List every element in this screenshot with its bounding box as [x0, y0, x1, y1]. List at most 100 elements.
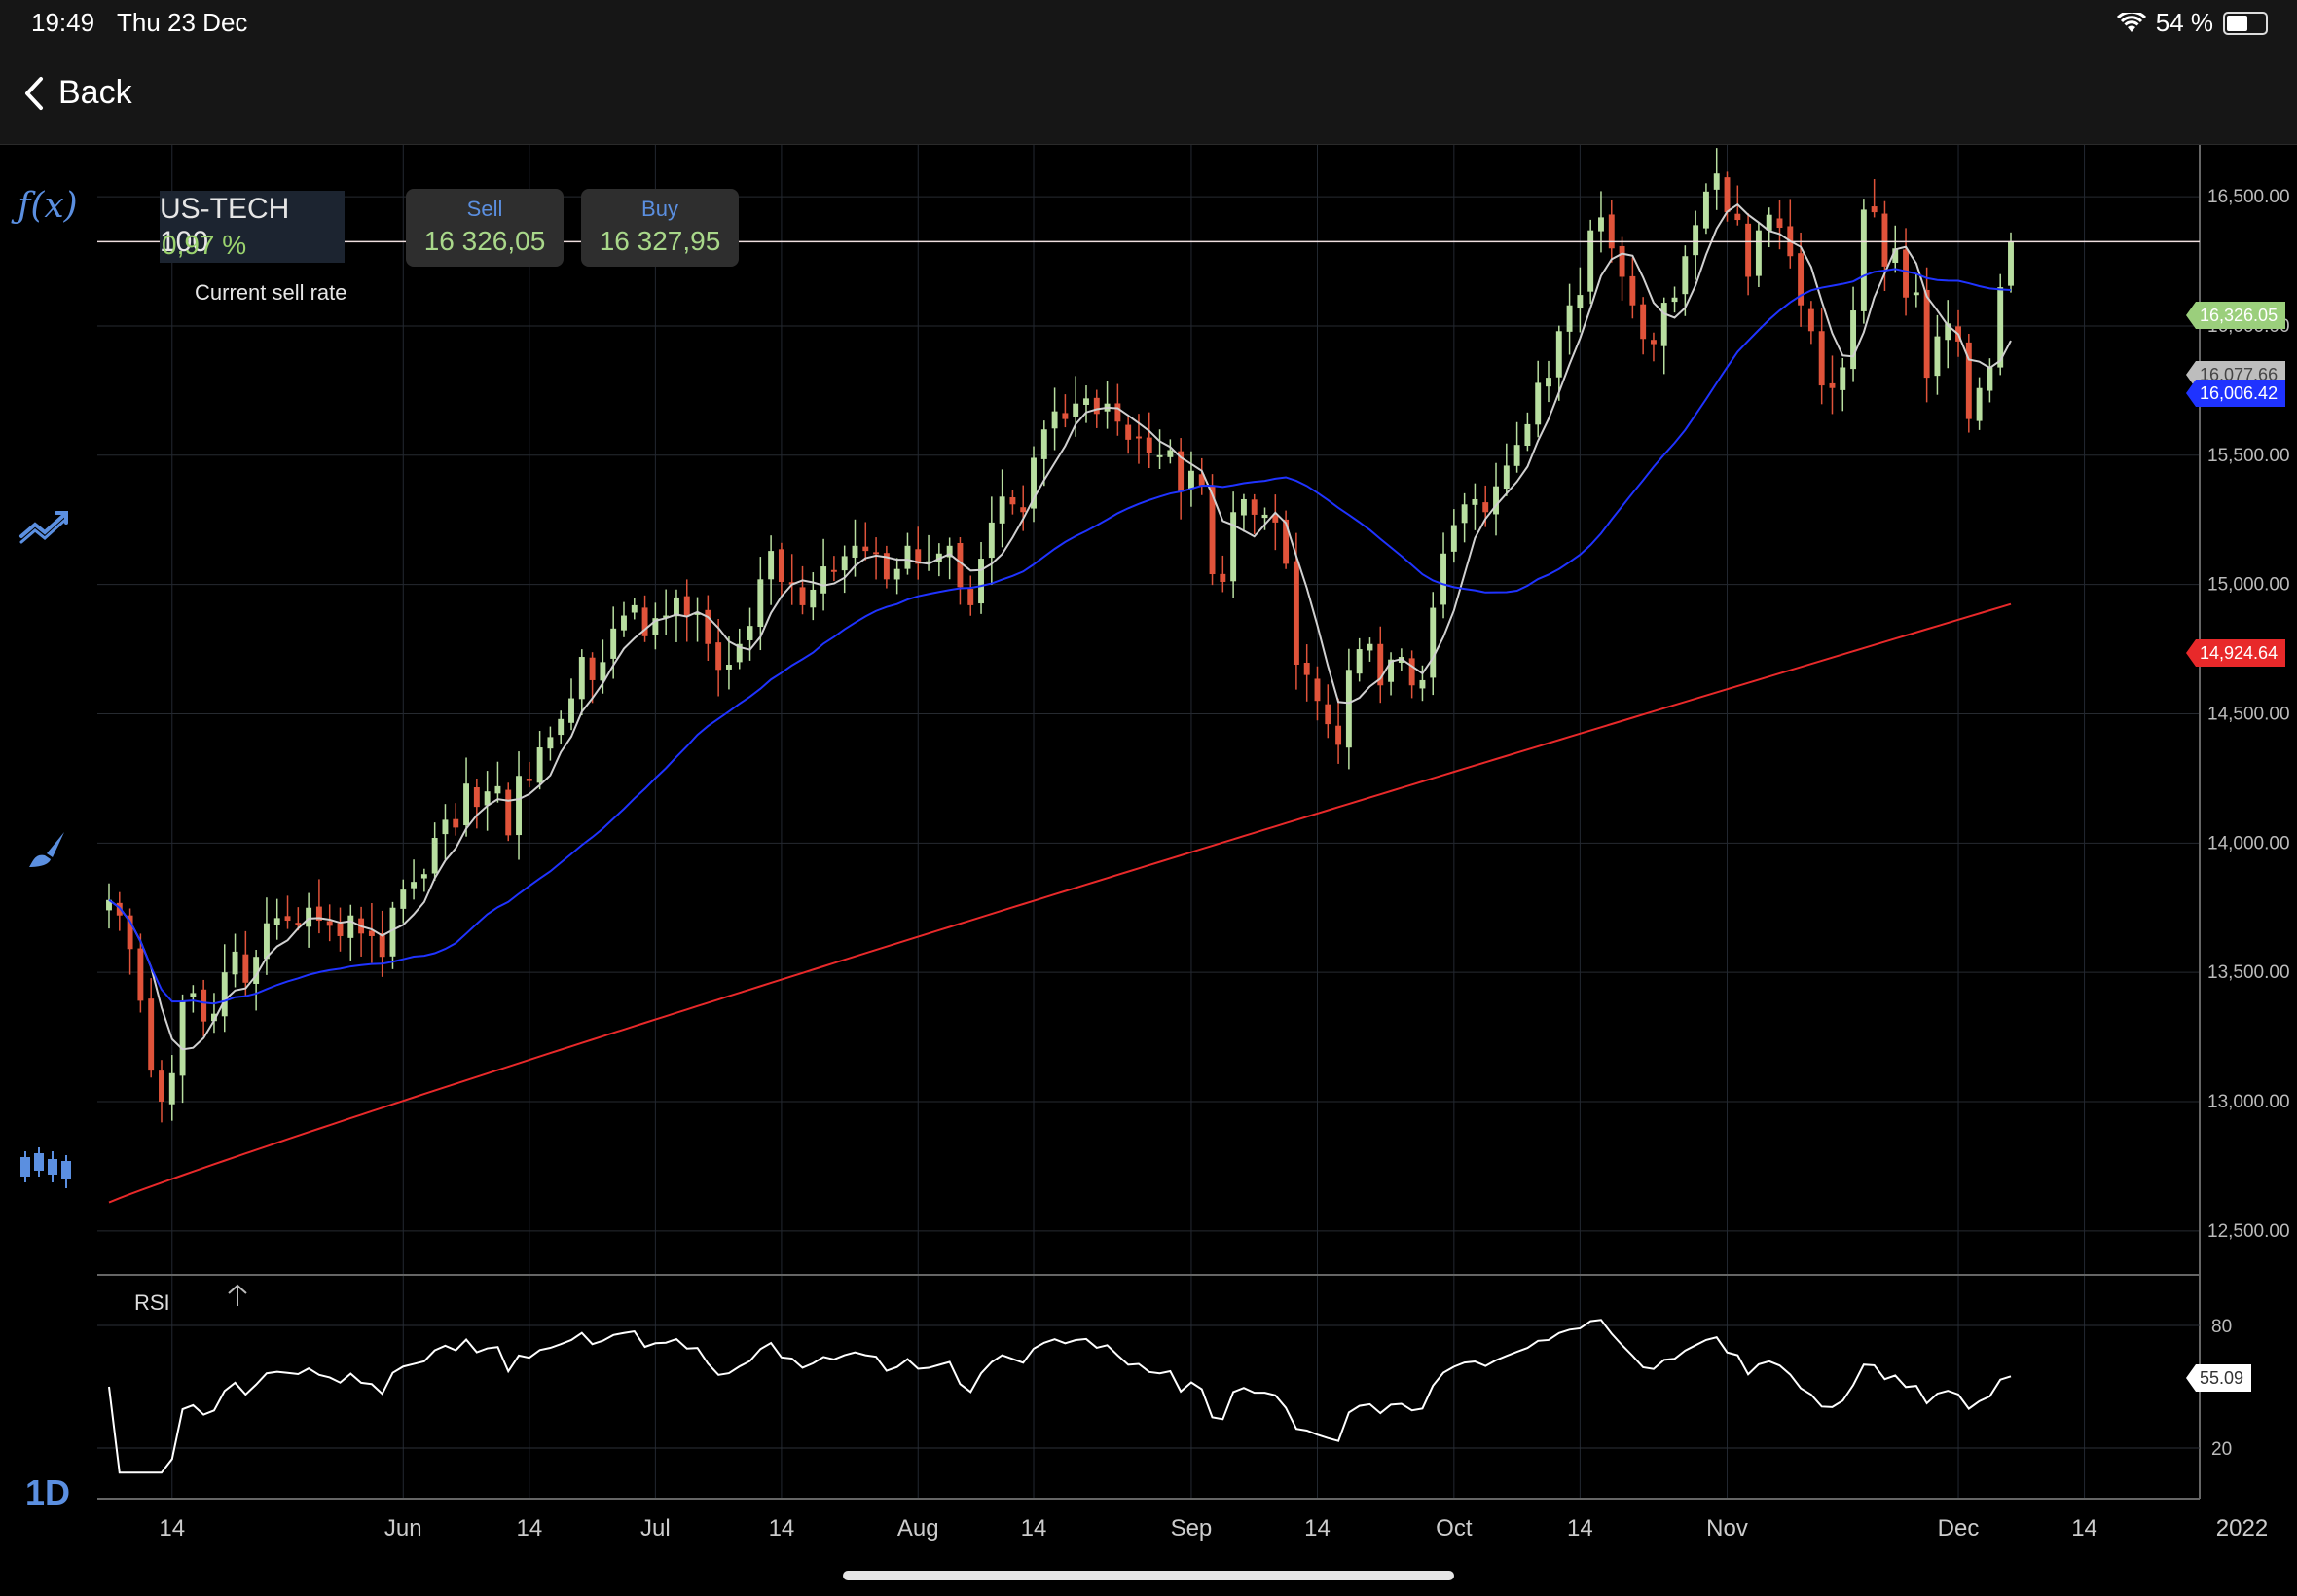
candle-body	[1776, 218, 1783, 229]
wifi-icon	[2116, 12, 2146, 32]
price-chart[interactable]: 16,500.0016,000.0015,500.0015,000.0014,5…	[0, 145, 2297, 1596]
timeframe-selector[interactable]: 1D	[25, 1472, 71, 1512]
indicators-trend-icon[interactable]	[18, 507, 72, 546]
candlestick-chart-type-icon[interactable]	[18, 1143, 72, 1196]
candle-body	[516, 776, 522, 836]
candle-body	[1650, 340, 1657, 345]
sell-button[interactable]: Sell 16 326,05	[406, 189, 564, 267]
candle-body	[1513, 445, 1520, 466]
x-tick-label: Aug	[897, 1515, 939, 1542]
candle-body	[1408, 658, 1415, 686]
buy-button[interactable]: Buy 16 327,95	[581, 189, 739, 267]
candle-body	[1671, 297, 1678, 303]
candle-body	[600, 662, 606, 681]
candle-body	[1923, 289, 1930, 379]
candle-body	[1335, 725, 1342, 745]
candle-body	[1419, 679, 1426, 689]
arrow-up-icon[interactable]	[226, 1283, 249, 1315]
candle-body	[578, 657, 585, 700]
candle-body	[273, 918, 280, 925]
candle-body	[558, 718, 565, 736]
candle-body	[1093, 397, 1100, 415]
candle-body	[1240, 498, 1247, 516]
function-icon[interactable]: ƒ(x)	[18, 186, 78, 226]
candle-body	[1367, 643, 1373, 651]
candle-body	[999, 496, 1005, 524]
candle-body	[484, 791, 491, 806]
candle-body	[1187, 470, 1194, 490]
candle-body	[736, 643, 743, 663]
ma-mid-tag: 16,006.42	[2186, 380, 2286, 407]
back-button[interactable]: Back	[23, 74, 132, 112]
candle-body	[253, 957, 260, 984]
x-tick-label: Oct	[1436, 1515, 1473, 1542]
x-tick-label: 14	[1021, 1515, 1047, 1542]
y-tick-label: 15,000.00	[2207, 575, 2290, 596]
instrument-name: US-TECH 100	[160, 193, 290, 258]
candle-body	[652, 618, 659, 635]
y-tick-label: 14,500.00	[2207, 704, 2290, 724]
candle-body	[547, 737, 554, 749]
instrument-change: 0,97 %	[162, 230, 247, 260]
candle-body	[494, 785, 501, 794]
x-tick-label: 14	[769, 1515, 795, 1542]
candle-body	[536, 747, 543, 783]
y-tick-label: 14,000.00	[2207, 833, 2290, 853]
candle-body	[1524, 423, 1531, 446]
candle-body	[1178, 451, 1185, 492]
status-time: 19:49	[31, 8, 95, 37]
candle-body	[1598, 217, 1604, 232]
candle-body	[1220, 573, 1226, 582]
candle-body	[1546, 378, 1551, 387]
candle-body	[1020, 507, 1027, 513]
candle-body	[1850, 310, 1857, 370]
rsi-line	[108, 1319, 2012, 1474]
candle-body	[799, 587, 806, 605]
candle-body	[1345, 670, 1352, 748]
drawing-brush-icon[interactable]	[25, 828, 70, 873]
candle-body	[1892, 248, 1899, 264]
candle-body	[1987, 367, 1993, 391]
candle-body	[1913, 292, 1919, 296]
rsi-level-label: 20	[2211, 1439, 2232, 1460]
candle-body	[127, 915, 133, 950]
candle-body	[621, 615, 627, 631]
candle-body	[1555, 331, 1562, 378]
ma-mid-line	[108, 268, 2012, 1005]
candle-body	[1450, 525, 1457, 552]
nav-bar: Back	[0, 47, 2297, 145]
candle-body	[1608, 214, 1615, 249]
candle-body	[883, 553, 890, 580]
price-plot-area	[97, 145, 2200, 1275]
candle-body	[326, 921, 333, 926]
x-tick-label: Jun	[384, 1515, 422, 1542]
candle-body	[830, 569, 837, 572]
candle-body	[1040, 429, 1047, 459]
candle-body	[1702, 191, 1709, 229]
candle-body	[1136, 436, 1142, 439]
candle-body	[631, 604, 638, 613]
candle-body	[946, 545, 953, 558]
candle-body	[337, 923, 344, 936]
back-label: Back	[58, 74, 132, 111]
candle-body	[1493, 486, 1499, 515]
candle-body	[1325, 704, 1331, 725]
candle-body	[978, 559, 984, 604]
candle-body	[1713, 173, 1720, 190]
candle-body	[810, 589, 817, 608]
candle-body	[1272, 515, 1279, 523]
candle-body	[852, 545, 858, 558]
candle-body	[683, 596, 690, 616]
x-tick-label: 2022	[2216, 1515, 2268, 1542]
candle-body	[315, 906, 322, 922]
chart-toolbar: ƒ(x) 1D	[0, 145, 97, 1596]
x-tick-label: 14	[159, 1515, 185, 1542]
candle-body	[201, 989, 207, 1022]
candle-body	[841, 556, 848, 571]
candle-body	[1640, 304, 1647, 340]
candle-body	[1871, 206, 1878, 213]
candle-body	[663, 615, 670, 618]
candle-body	[190, 993, 197, 998]
buy-label: Buy	[641, 197, 678, 221]
status-right: 54 %	[2116, 8, 2268, 38]
